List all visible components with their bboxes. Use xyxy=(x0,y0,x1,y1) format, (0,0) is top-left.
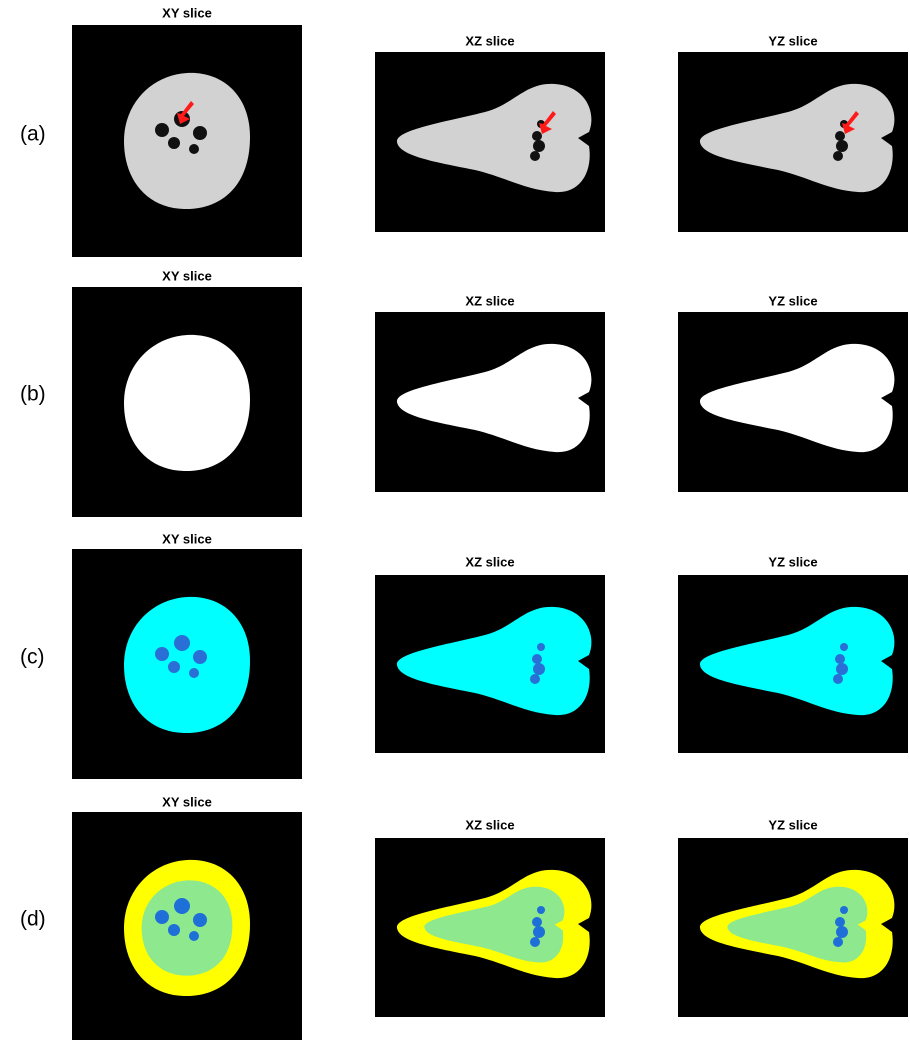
slice-panel xyxy=(375,575,605,753)
seed xyxy=(189,668,199,678)
seed xyxy=(532,131,542,141)
figure: (a) XY slice XZ slice YZ slice (b) XY slice XZ… xyxy=(0,0,910,1041)
slice-panel xyxy=(72,812,302,1040)
panel-title: YZ slice xyxy=(768,817,817,832)
seed xyxy=(833,151,843,161)
slice-panel xyxy=(678,838,908,1017)
seed xyxy=(155,910,169,924)
seed xyxy=(833,674,843,684)
panel-title: YZ slice xyxy=(768,33,817,48)
seed xyxy=(840,643,848,651)
fruit xyxy=(124,597,250,733)
seed xyxy=(537,643,545,651)
seed xyxy=(836,926,848,938)
seed xyxy=(836,140,848,152)
slice-panel xyxy=(375,52,605,232)
seed xyxy=(532,654,542,664)
slice-panel xyxy=(375,838,605,1017)
seed xyxy=(193,650,207,664)
seed xyxy=(155,647,169,661)
slice-panel xyxy=(678,52,908,232)
seed xyxy=(189,931,199,941)
seed xyxy=(533,140,545,152)
panel-title: YZ slice xyxy=(768,293,817,308)
slice-panel xyxy=(72,549,302,779)
seed xyxy=(530,151,540,161)
seed xyxy=(537,906,545,914)
panel-title: XZ slice xyxy=(465,293,514,308)
seed xyxy=(530,674,540,684)
seed xyxy=(833,937,843,947)
row-label: (b) xyxy=(20,383,46,406)
seed xyxy=(189,144,199,154)
seed xyxy=(168,924,180,936)
row-label: (c) xyxy=(20,646,45,669)
fruit xyxy=(124,73,250,209)
seed xyxy=(193,913,207,927)
seed xyxy=(168,137,180,149)
slice-panel xyxy=(72,287,302,517)
panel-title: XZ slice xyxy=(465,817,514,832)
seed xyxy=(530,937,540,947)
panel-title: XY slice xyxy=(162,794,212,809)
seed xyxy=(174,898,190,914)
slice-panel xyxy=(678,312,908,492)
seed xyxy=(533,663,545,675)
row-label: (a) xyxy=(20,123,46,146)
seed xyxy=(835,917,845,927)
seed xyxy=(193,126,207,140)
seed xyxy=(835,131,845,141)
panel-title: XY slice xyxy=(162,531,212,546)
slice-panel xyxy=(375,312,605,492)
seed xyxy=(174,635,190,651)
fruit xyxy=(124,335,250,471)
seed xyxy=(532,917,542,927)
slice-panel xyxy=(678,575,908,753)
inner-tissue xyxy=(142,880,233,975)
slice-panel xyxy=(72,25,302,257)
panel-title: XZ slice xyxy=(465,554,514,569)
seed xyxy=(168,661,180,673)
seed xyxy=(835,654,845,664)
seed xyxy=(155,123,169,137)
panel-title: XY slice xyxy=(162,268,212,283)
panel-title: XY slice xyxy=(162,5,212,20)
seed xyxy=(533,926,545,938)
seed xyxy=(840,906,848,914)
seed xyxy=(836,663,848,675)
panel-title: XZ slice xyxy=(465,33,514,48)
row-label: (d) xyxy=(20,908,46,931)
panel-title: YZ slice xyxy=(768,554,817,569)
